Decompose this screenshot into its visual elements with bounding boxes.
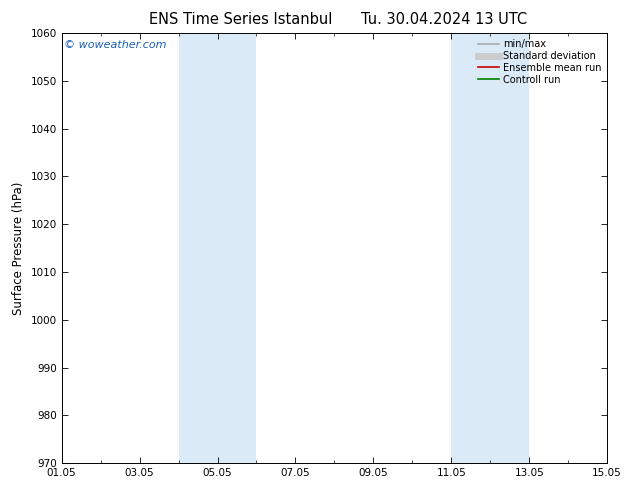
Bar [451,33,529,463]
Text: © woweather.com: © woweather.com [65,40,167,49]
Bar [179,33,257,463]
Text: Tu. 30.04.2024 13 UTC: Tu. 30.04.2024 13 UTC [361,12,527,27]
Y-axis label: Surface Pressure (hPa): Surface Pressure (hPa) [12,181,25,315]
Legend: min/max, Standard deviation, Ensemble mean run, Controll run: min/max, Standard deviation, Ensemble me… [474,35,605,89]
Text: ENS Time Series Istanbul: ENS Time Series Istanbul [149,12,333,27]
